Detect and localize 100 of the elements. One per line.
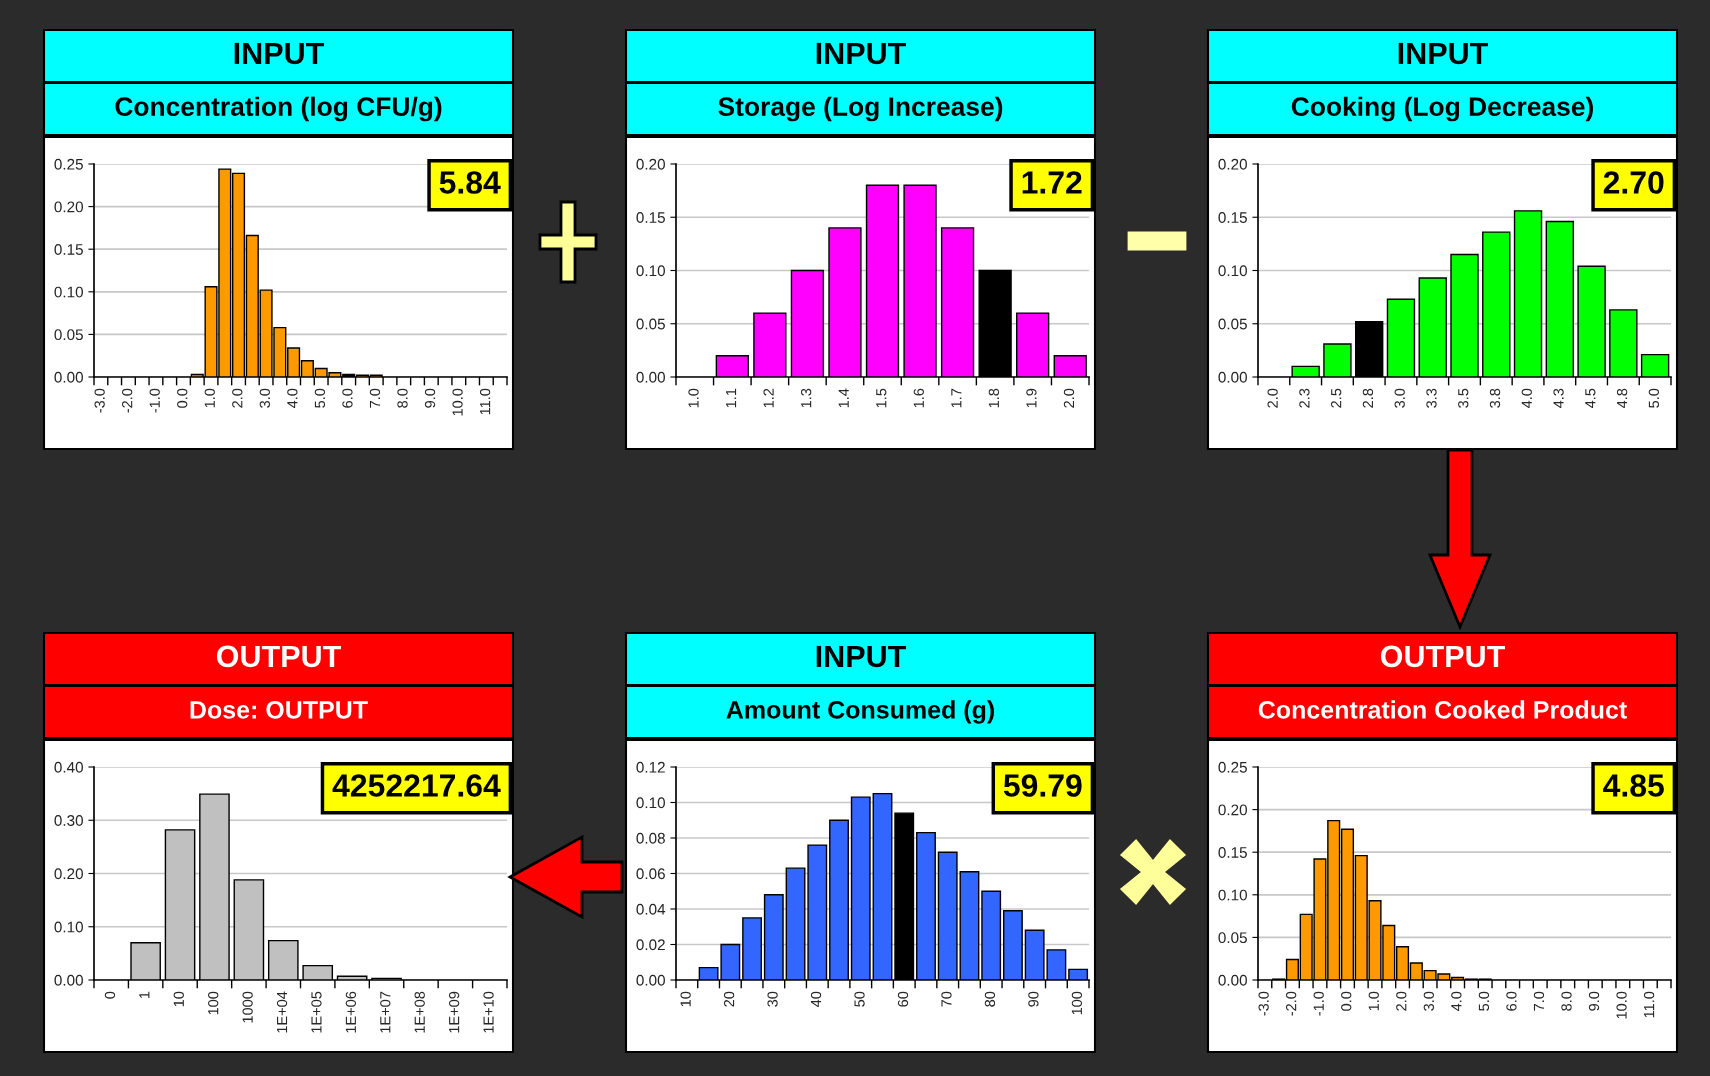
x-tick-label: 100 xyxy=(1071,991,1083,1015)
y-tick-label: 0.00 xyxy=(54,371,83,383)
chart-title: OUTPUT xyxy=(1380,645,1505,668)
x-tick-label: 10 xyxy=(173,991,184,1007)
x-tick-label: 1.7 xyxy=(951,388,962,408)
x-tick-label: 3.8 xyxy=(1489,388,1501,408)
annotation: 4.85 xyxy=(1603,774,1664,797)
annotation: 1.72 xyxy=(1022,171,1082,194)
chart-title: INPUT xyxy=(1398,42,1489,65)
x-tick-label: 1E+10 xyxy=(483,991,494,1033)
x-tick-label: 7.0 xyxy=(1533,991,1545,1011)
y-tick-label: 0.20 xyxy=(1218,804,1247,816)
x-tick-label: 5.0 xyxy=(1478,991,1490,1011)
chart-subtitle: Storage (Log Increase) xyxy=(718,96,1003,122)
x-tick-label: 4.0 xyxy=(1521,388,1532,409)
x-tick-label: -2.0 xyxy=(1286,991,1297,1016)
x-tick-label: 2.3 xyxy=(1299,388,1310,408)
y-tick-label: 0.12 xyxy=(636,761,665,773)
y-tick-label: 0.15 xyxy=(1218,847,1247,858)
y-tick-label: 0.40 xyxy=(54,761,83,773)
y-tick-label: 0.20 xyxy=(54,201,83,213)
chart-title: INPUT xyxy=(234,42,325,65)
x-tick-label: -2.0 xyxy=(122,388,133,413)
x-tick-label: 11.0 xyxy=(479,388,491,415)
y-tick-label: 0.05 xyxy=(54,329,83,341)
x-tick-label: 3.5 xyxy=(1458,388,1469,408)
x-tick-label: 100 xyxy=(208,991,219,1015)
chart-subtitle: Concentration Cooked Product xyxy=(1258,700,1627,719)
y-tick-label: 0.10 xyxy=(54,286,83,298)
chart-title: INPUT xyxy=(816,645,907,668)
x-tick-label: 80 xyxy=(984,991,996,1007)
y-tick-label: 0.20 xyxy=(1218,158,1247,170)
annotation: 5.84 xyxy=(439,171,501,194)
x-tick-label: 20 xyxy=(723,991,735,1007)
y-tick-label: 0.15 xyxy=(1218,212,1247,223)
x-tick-label: 10.0 xyxy=(1616,991,1627,1019)
x-tick-label: 90 xyxy=(1028,991,1039,1007)
x-tick-label: 2.0 xyxy=(232,388,243,408)
x-tick-label: 3.3 xyxy=(1426,388,1437,408)
x-tick-label: 4.0 xyxy=(1451,991,1462,1012)
x-tick-label: 1E+06 xyxy=(345,991,357,1033)
y-tick-label: 0.05 xyxy=(636,318,665,330)
y-tick-label: 0.05 xyxy=(1218,932,1247,944)
x-tick-label: 1 xyxy=(139,991,150,999)
x-tick-label: 4.0 xyxy=(287,388,298,409)
x-tick-label: 2.8 xyxy=(1362,388,1374,408)
x-tick-label: 10.0 xyxy=(452,388,463,416)
x-tick-label: 0 xyxy=(104,991,116,999)
x-tick-label: 4.5 xyxy=(1585,388,1596,409)
y-tick-label: 0.06 xyxy=(636,868,665,880)
x-tick-label: 1.5 xyxy=(876,388,887,408)
x-tick-label: 1.9 xyxy=(1026,388,1037,408)
y-tick-label: 0.25 xyxy=(54,158,83,170)
y-tick-label: 0.00 xyxy=(1218,974,1247,986)
chart-subtitle: Concentration (log CFU/g) xyxy=(115,96,442,122)
x-tick-label: 9.0 xyxy=(424,388,436,408)
x-tick-label: 9.0 xyxy=(1588,991,1600,1011)
x-tick-label: 10 xyxy=(680,991,691,1007)
x-tick-label: 1E+08 xyxy=(414,991,425,1033)
x-tick-label: 70 xyxy=(941,991,952,1007)
y-tick-label: 0.00 xyxy=(636,371,665,383)
x-tick-label: 1.4 xyxy=(838,388,849,408)
x-tick-label: 1.6 xyxy=(913,388,924,408)
y-tick-label: 0.10 xyxy=(1218,889,1247,901)
y-tick-label: 0.20 xyxy=(54,868,83,880)
y-tick-label: 0.20 xyxy=(636,158,665,170)
y-tick-label: 0.05 xyxy=(1218,318,1247,330)
chart-title: OUTPUT xyxy=(216,645,341,668)
x-tick-label: 1E+09 xyxy=(448,991,460,1033)
y-tick-label: 0.04 xyxy=(636,903,666,915)
y-tick-label: 0.10 xyxy=(636,797,665,809)
x-tick-label: 5.0 xyxy=(1648,388,1660,408)
y-tick-label: 0.00 xyxy=(54,974,83,986)
x-tick-label: 11.0 xyxy=(1643,991,1655,1018)
x-tick-label: 6.0 xyxy=(1506,991,1517,1011)
y-tick-label: 0.30 xyxy=(54,815,83,826)
y-tick-label: 0.00 xyxy=(1218,371,1247,383)
x-tick-label: 0.0 xyxy=(1341,991,1352,1011)
x-tick-label: 4.3 xyxy=(1553,388,1564,409)
x-tick-label: 0.0 xyxy=(177,388,188,408)
x-tick-label: -1.0 xyxy=(1313,991,1324,1016)
x-tick-label: 1.0 xyxy=(1368,991,1379,1011)
x-tick-label: 60 xyxy=(897,991,909,1007)
y-tick-label: 0.08 xyxy=(636,832,665,844)
x-tick-label: 3.0 xyxy=(1394,388,1405,408)
chart-subtitle: Amount Consumed (g) xyxy=(726,700,994,724)
x-tick-label: 30 xyxy=(767,991,778,1007)
x-tick-label: 40 xyxy=(810,991,822,1007)
chart-title: INPUT xyxy=(816,42,907,65)
y-tick-label: 0.10 xyxy=(54,921,83,933)
x-tick-label: 5.0 xyxy=(314,388,326,408)
y-tick-label: 0.15 xyxy=(54,244,83,255)
y-tick-label: 0.10 xyxy=(636,265,665,277)
x-tick-label: -3.0 xyxy=(1258,991,1269,1016)
x-tick-label: 7.0 xyxy=(369,388,381,408)
x-tick-label: 6.0 xyxy=(342,388,353,408)
y-tick-label: 0.10 xyxy=(1218,265,1247,277)
x-tick-label: 2.0 xyxy=(1063,388,1075,408)
chart-subtitle: Cooking (Log Decrease) xyxy=(1291,96,1593,122)
x-tick-label: 3.0 xyxy=(1423,991,1434,1011)
